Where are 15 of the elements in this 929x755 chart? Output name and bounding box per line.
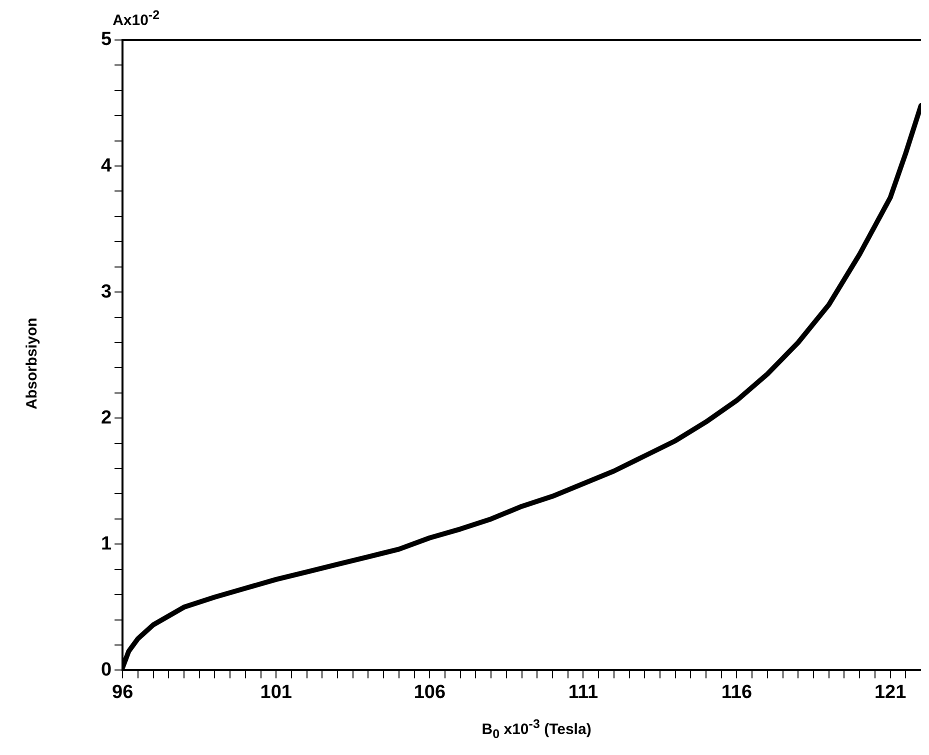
y-tick-label: 4 [100,155,112,176]
y-axis-title: Absorbsiyon [23,318,40,410]
text: Ax10$^{-2}$ [112,8,160,29]
x-tick-label: 111 [568,682,598,703]
y-tick-label: 2 [100,407,112,428]
x-tick-label: 116 [721,682,752,703]
y-tick-label: 1 [100,533,112,554]
y-tick-label: 5 [100,29,112,50]
x-tick-label: 121 [874,682,907,703]
y-tick-label: 0 [100,659,112,680]
x-tick-label: 106 [414,682,446,703]
y-tick-label: 3 [100,281,112,302]
x-tick-label: 96 [112,682,134,703]
x-tick-label: 101 [260,682,292,703]
x-axis-title: B$_{0}$ x10$^{-3}$ (Tesla) [482,717,592,741]
